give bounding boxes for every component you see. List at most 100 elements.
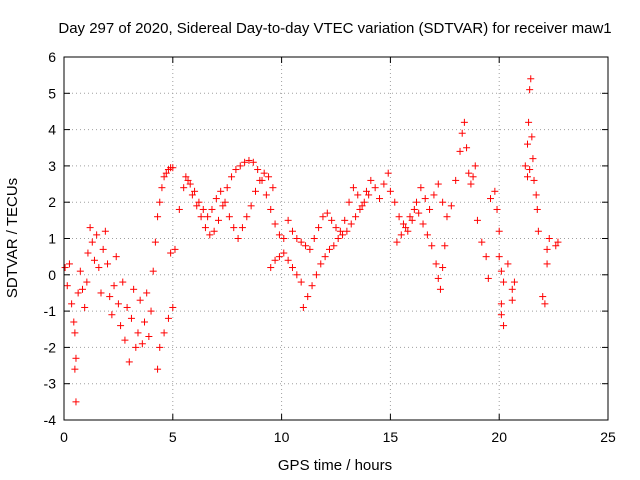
data-point [408, 216, 416, 224]
data-point [138, 340, 146, 348]
data-point [319, 213, 327, 221]
data-point [456, 147, 464, 155]
data-point [317, 260, 325, 268]
data-point [234, 235, 242, 242]
data-point [180, 184, 188, 192]
data-point [471, 162, 479, 170]
data-point [469, 173, 477, 181]
y-tick-label: 2 [48, 194, 56, 210]
chart-title: Day 297 of 2020, Sidereal Day-to-day VTE… [58, 20, 611, 37]
data-point [356, 205, 364, 213]
y-axis-label: SDTVAR / TECUs [4, 178, 21, 298]
y-tick-label: -3 [44, 376, 57, 392]
data-point [280, 235, 288, 242]
data-point [345, 198, 353, 206]
data-point [533, 205, 541, 213]
data-point [434, 180, 442, 188]
data-point [362, 187, 370, 195]
data-point [243, 213, 251, 221]
data-point [421, 195, 429, 203]
data-point [527, 75, 535, 83]
data-point [72, 398, 80, 406]
x-tick-label: 20 [491, 429, 507, 445]
data-point [256, 176, 264, 184]
data-point [158, 184, 166, 192]
data-point [72, 354, 80, 362]
data-point [500, 278, 508, 286]
data-point [434, 274, 442, 282]
data-point [169, 303, 177, 311]
data-point [83, 278, 91, 286]
data-point [195, 198, 203, 206]
data-point [526, 166, 534, 174]
data-point [232, 166, 240, 174]
data-point [271, 220, 279, 228]
data-point [430, 191, 438, 199]
data-point [367, 176, 375, 184]
data-point [65, 260, 73, 268]
data-point [110, 282, 118, 290]
data-point [88, 238, 96, 246]
data-point [230, 224, 238, 232]
data-point [393, 238, 401, 246]
data-point [293, 271, 301, 279]
data-point [495, 227, 503, 235]
data-point [521, 162, 529, 170]
data-point [315, 224, 323, 232]
data-point [432, 260, 440, 268]
x-tick-label: 0 [60, 429, 68, 445]
ticks: 0 5 10 15 20 25 -4 -3 -2 -1 0 1 2 3 4 5 6 [44, 49, 616, 445]
data-point [543, 260, 551, 268]
data-point [288, 264, 296, 272]
data-point [147, 307, 155, 315]
y-tick-label: 3 [48, 158, 56, 174]
data-point [410, 205, 418, 213]
data-point [275, 231, 283, 239]
data-point [247, 202, 255, 210]
data-point [154, 365, 162, 373]
y-tick-label: -4 [44, 412, 57, 428]
data-point [175, 205, 183, 213]
data-point [151, 238, 159, 246]
data-point [500, 322, 508, 330]
data-point [68, 300, 76, 308]
data-point [119, 278, 127, 286]
data-point [284, 256, 292, 264]
data-point [275, 253, 283, 261]
data-point [84, 249, 92, 257]
data-point [71, 365, 79, 373]
data-point [504, 260, 512, 268]
data-point [141, 318, 149, 326]
data-point [452, 176, 460, 184]
data-point [460, 118, 468, 126]
data-point [347, 220, 355, 228]
data-point [491, 187, 499, 195]
data-point [343, 227, 351, 235]
data-point [358, 202, 366, 210]
data-point [297, 238, 305, 246]
data-point [245, 156, 253, 164]
data-point [101, 227, 109, 235]
data-point [484, 274, 492, 282]
data-point [397, 231, 405, 239]
data-point [552, 242, 560, 250]
data-point [204, 213, 212, 221]
data-point [121, 336, 129, 344]
data-point [221, 198, 229, 206]
data-point [160, 173, 168, 181]
data-point [399, 220, 407, 228]
x-tick-label: 5 [169, 429, 177, 445]
data-point [447, 202, 455, 210]
data-point [328, 216, 336, 224]
data-point [508, 296, 516, 304]
y-tick-label: 6 [48, 49, 56, 65]
data-point [225, 213, 233, 221]
data-point [299, 303, 307, 311]
data-point [249, 158, 257, 166]
data-points [61, 75, 562, 406]
data-point [497, 267, 505, 275]
data-point [497, 311, 505, 319]
data-point [156, 198, 164, 206]
data-point [162, 169, 170, 177]
data-point [465, 169, 473, 177]
